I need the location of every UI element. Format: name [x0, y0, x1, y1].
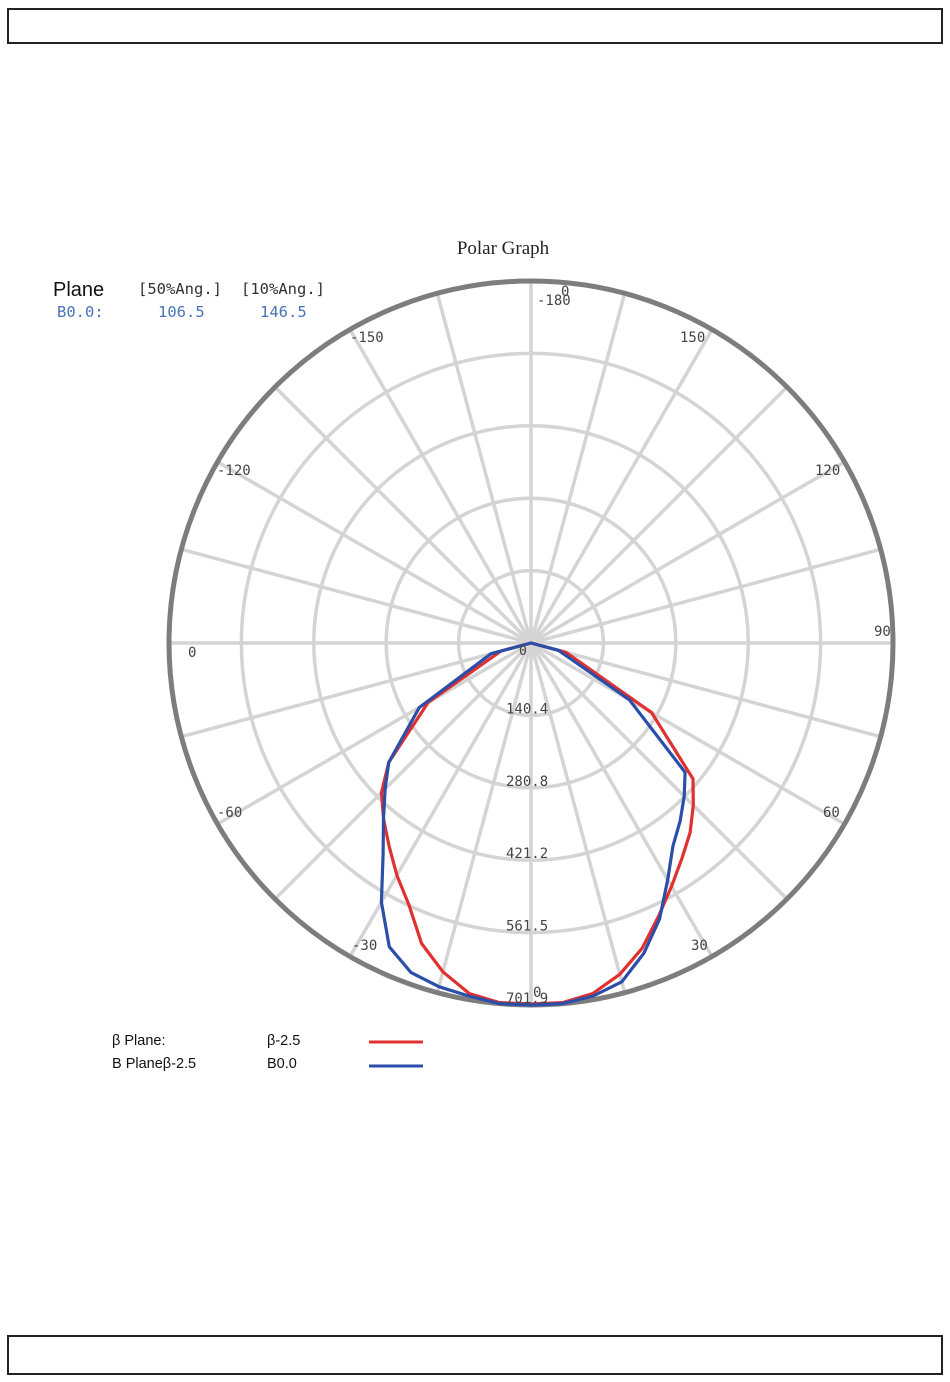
angle-label: 0: [561, 284, 569, 300]
angle-label: 90: [874, 624, 891, 640]
legend-swatches: [369, 1040, 423, 1068]
angle-label: -180: [537, 293, 571, 309]
summary-header-10-angle: [10%Ang.]: [241, 280, 325, 298]
summary-row-plane: B0.0:: [57, 303, 104, 321]
grid-spoke: [216, 641, 532, 826]
grid-spoke: [529, 385, 789, 645]
grid-spoke: [529, 292, 627, 644]
grid-spoke: [435, 642, 533, 994]
summary-header-50-angle: [50%Ang.]: [138, 280, 222, 298]
grid-spoke: [273, 641, 533, 901]
legend-label-2: B Planeβ-2.5: [112, 1056, 197, 1072]
grid-spoke: [529, 641, 789, 901]
radial-tick-label: 701.9: [506, 991, 548, 1007]
series-line-2: [379, 641, 687, 1007]
angle-label: 0: [533, 985, 541, 1001]
radial-tick-label: 140.4: [506, 701, 548, 717]
angle-label: -60: [217, 805, 242, 821]
grid-spoke: [530, 641, 846, 826]
angle-label: 0: [188, 645, 196, 661]
grid-spoke: [529, 328, 714, 644]
grid-spoke: [180, 547, 532, 645]
footer-box: [7, 1335, 943, 1375]
angle-label: -120: [217, 463, 251, 479]
radial-tick-label: 561.5: [506, 919, 548, 935]
angle-label: 30: [691, 938, 708, 954]
grid-spoke: [180, 641, 532, 739]
legend-value-1: β-2.5: [267, 1033, 301, 1049]
grid-spoke: [530, 547, 882, 645]
angle-label: 120: [815, 463, 840, 479]
grid-spoke: [435, 292, 533, 644]
radial-tick-label: 421.2: [506, 846, 548, 862]
radial-tick-label: 0: [519, 644, 527, 659]
summary-row-10-angle: 146.5: [260, 303, 307, 321]
radial-tick-label: 280.8: [506, 774, 548, 790]
grid-spoke: [216, 460, 532, 645]
legend-label-1: β Plane:: [112, 1033, 166, 1049]
grid-spoke: [273, 385, 533, 645]
grid-spoke: [348, 328, 533, 644]
polar-grid: [166, 278, 896, 1008]
angle-label: -150: [350, 330, 384, 346]
header-box: [7, 8, 943, 44]
angle-label: 150: [680, 330, 705, 346]
angle-label: -30: [352, 938, 377, 954]
grid-spoke: [529, 642, 714, 958]
chart-title: Polar Graph: [456, 238, 550, 259]
series-layer: [379, 641, 695, 1007]
angle-label: 60: [823, 805, 840, 821]
grid-spoke: [529, 642, 627, 994]
legend-value-2: B0.0: [267, 1056, 297, 1072]
summary-row-50-angle: 106.5: [158, 303, 205, 321]
grid-spoke: [530, 641, 882, 739]
grid-spoke: [530, 460, 846, 645]
summary-header-plane: Plane: [53, 279, 105, 301]
